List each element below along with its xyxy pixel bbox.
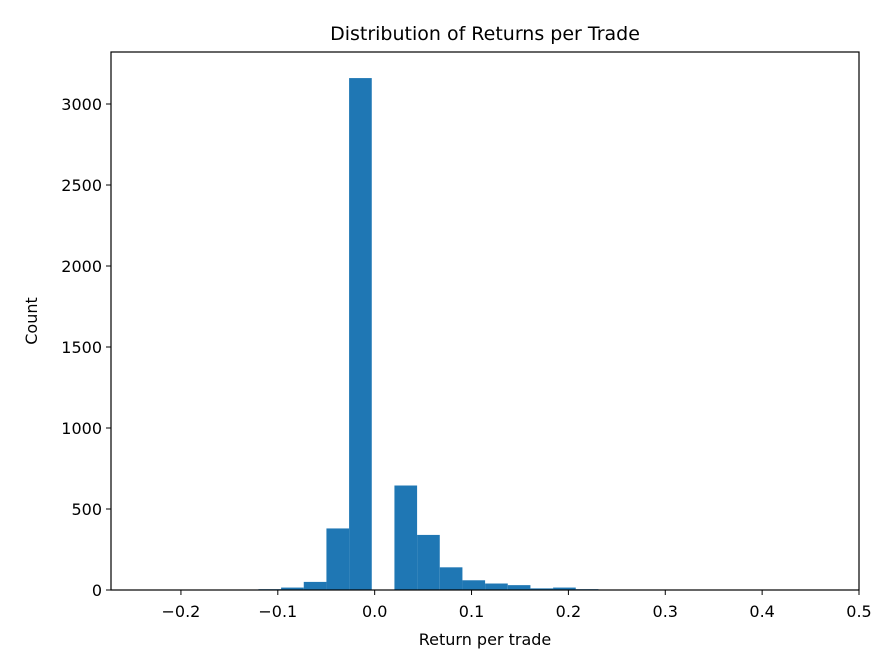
bar: [439, 567, 463, 590]
y-tick-label: 1500: [61, 338, 102, 357]
x-tick-label: 0.4: [749, 602, 774, 621]
chart-title: Distribution of Returns per Trade: [330, 23, 640, 45]
bar: [462, 580, 486, 590]
x-tick-label: −0.2: [162, 602, 201, 621]
y-tick-label: 3000: [61, 95, 102, 114]
y-tick-label: 500: [71, 500, 102, 519]
bar: [349, 78, 372, 590]
y-tick-label: 0: [92, 581, 102, 600]
bar: [303, 581, 327, 590]
bar: [530, 588, 554, 590]
bar: [281, 587, 304, 590]
bar: [326, 528, 350, 590]
bar: [485, 583, 508, 590]
bar: [417, 534, 440, 590]
bar: [553, 587, 576, 590]
y-tick-label: 2000: [61, 257, 102, 276]
y-tick-label: 2500: [61, 176, 102, 195]
y-axis-label: Count: [22, 297, 41, 345]
x-tick-label: 0.1: [459, 602, 484, 621]
y-tick-label: 1000: [61, 419, 102, 438]
x-tick-label: 0.3: [653, 602, 678, 621]
x-tick-label: 0.0: [362, 602, 387, 621]
plot-frame: [110, 51, 860, 591]
x-axis-label: Return per trade: [419, 630, 552, 649]
bar: [394, 485, 418, 590]
bar: [507, 585, 531, 590]
x-tick-label: −0.1: [258, 602, 297, 621]
x-tick-label: 0.5: [846, 602, 871, 621]
x-tick-label: 0.2: [556, 602, 581, 621]
